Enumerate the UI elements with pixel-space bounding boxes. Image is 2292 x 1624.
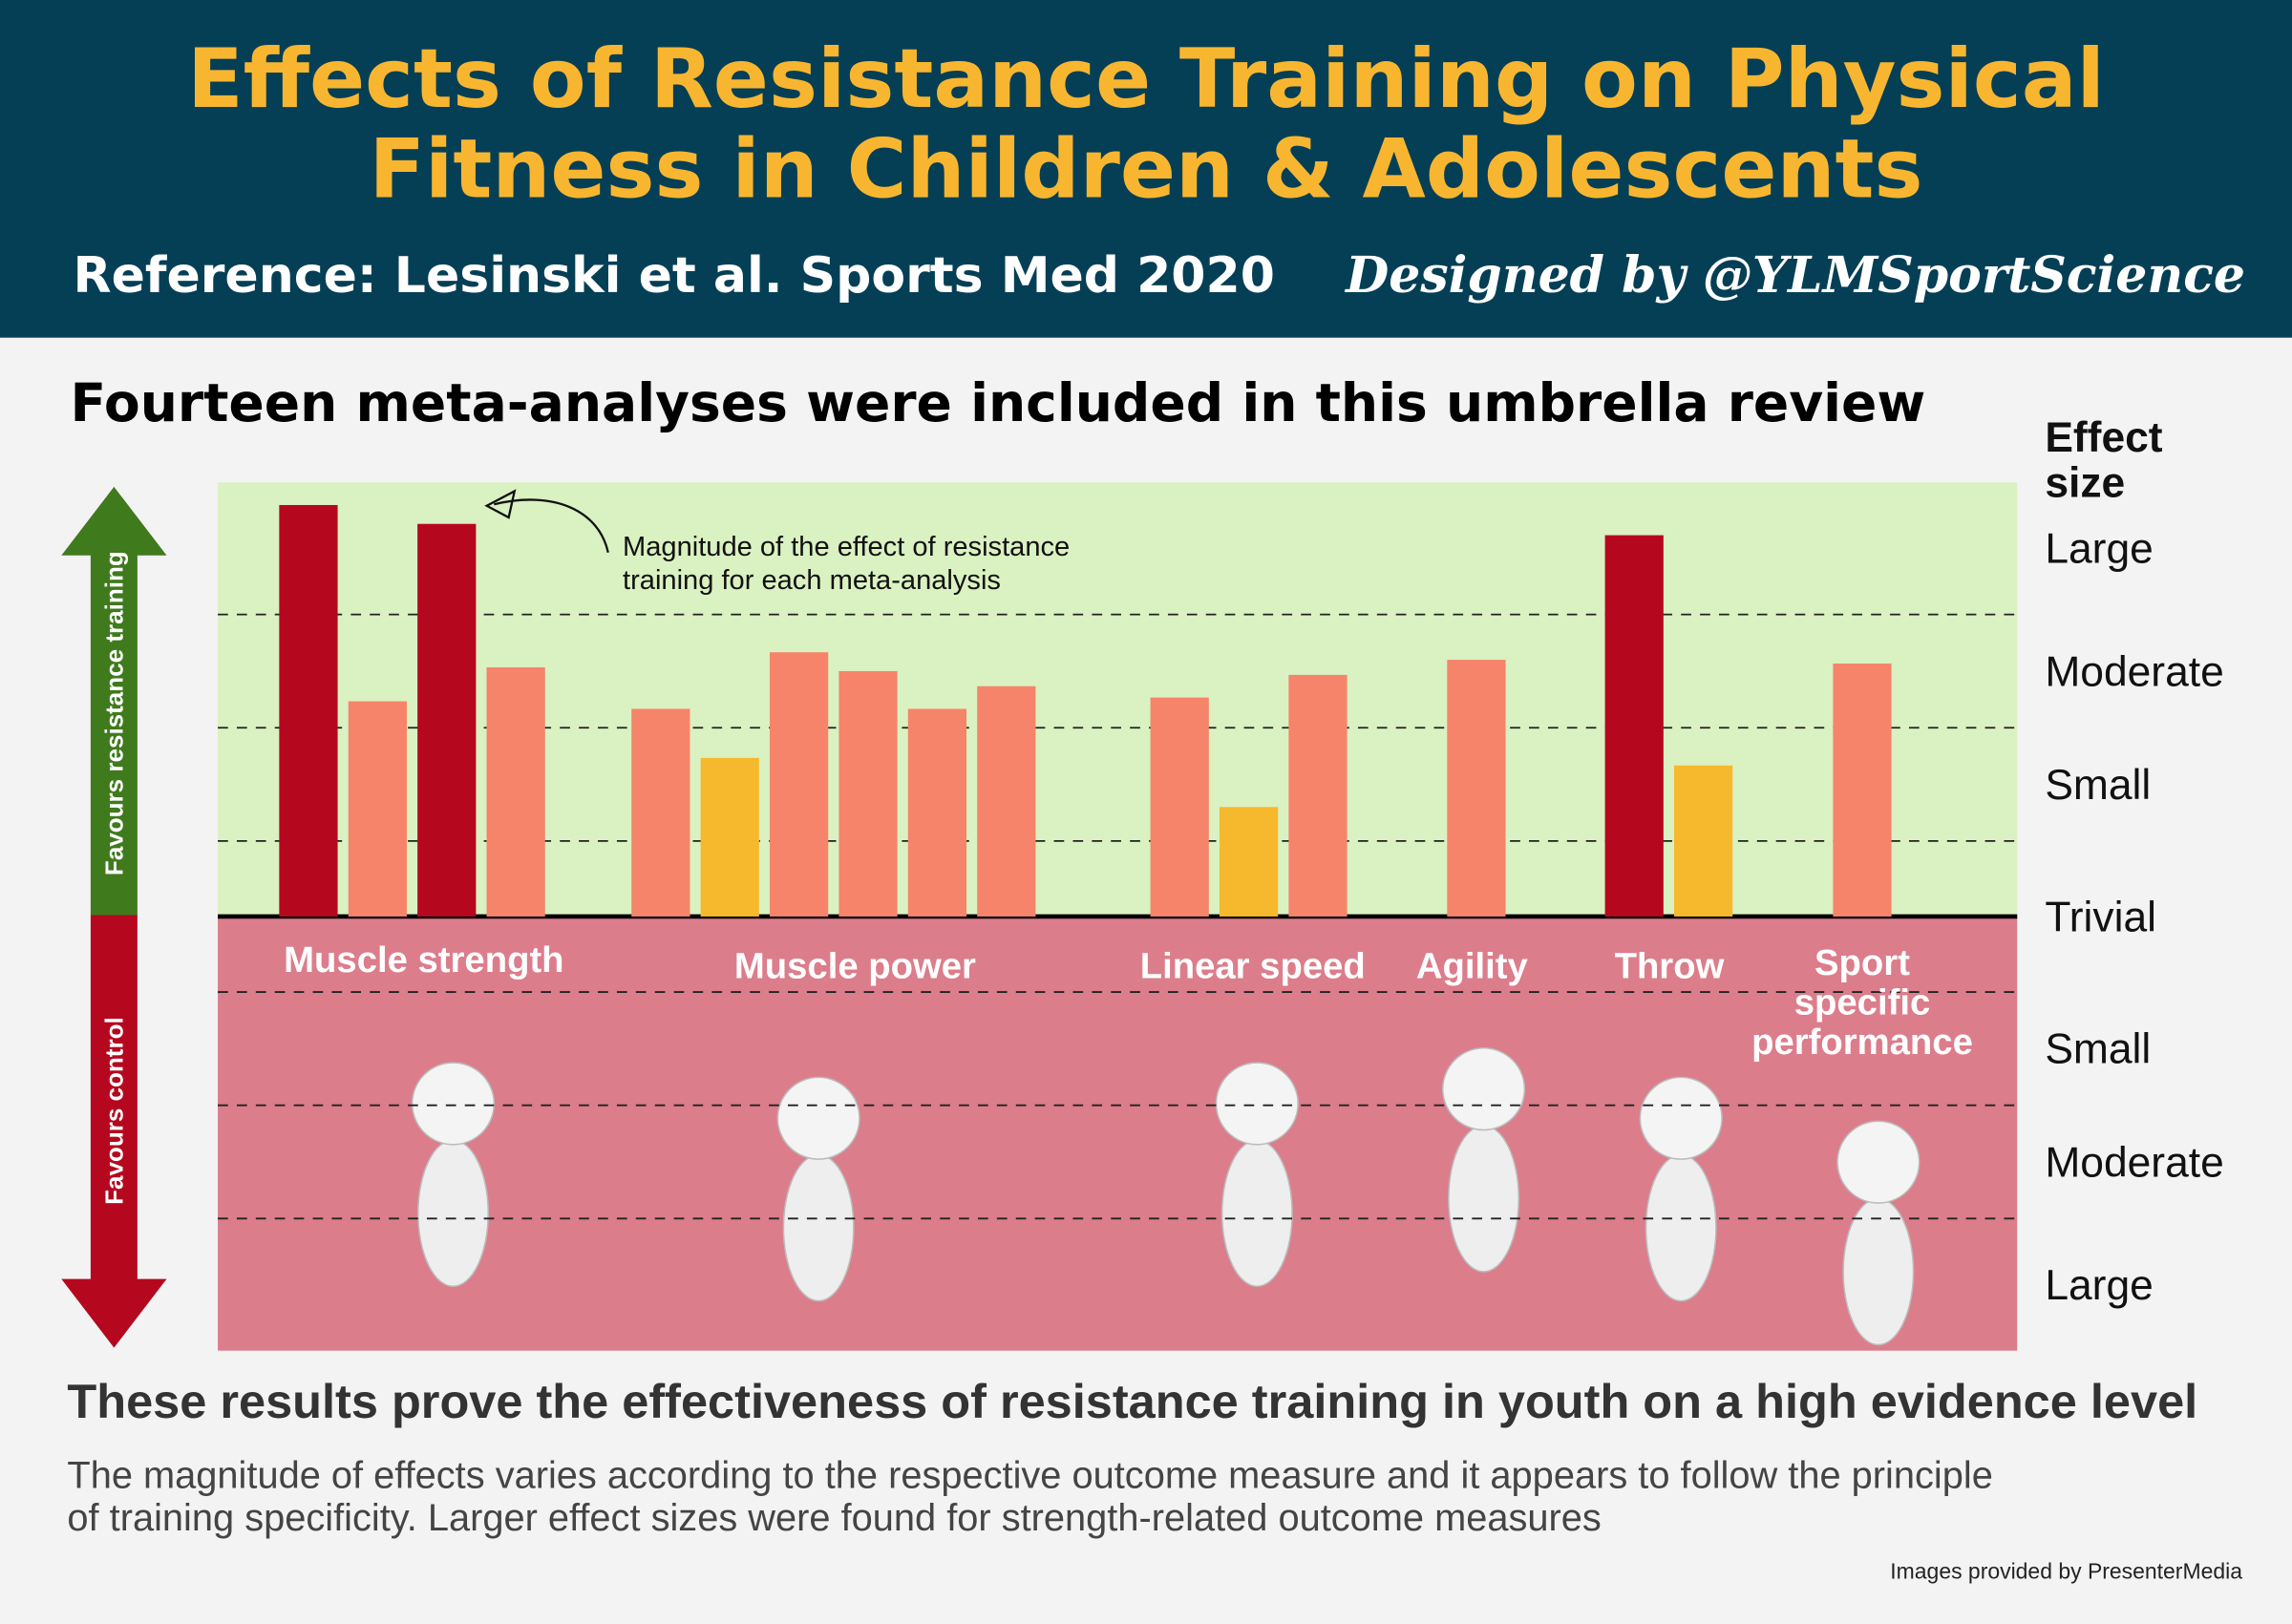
band-label: Moderate [2045,648,2223,695]
figure-head [1836,1120,1921,1204]
header-band [0,0,2292,338]
footer-headline: These results prove the effectiveness of… [67,1374,2197,1428]
side-label: Favours control [100,1017,129,1205]
reference: Reference: Lesinski et al. Sports Med 20… [74,247,1275,305]
arrow-up [61,486,167,916]
bar [1150,697,1209,917]
annotation: training for each meta-analysis [623,565,1001,596]
group-label: Throw [1615,945,1725,986]
bar [1447,660,1506,917]
annotation: Magnitude of the effect of resistance [623,532,1070,562]
figure-head [1215,1062,1299,1146]
group-label: specific [1794,982,1930,1023]
figure-head [1639,1076,1723,1160]
credit: Images provided by PresenterMedia [1890,1559,2242,1584]
bar [770,652,829,917]
bar [1833,664,1892,917]
footer-body: of training specificity. Larger effect s… [67,1497,1601,1539]
bar [838,670,898,917]
bar [348,701,407,917]
figure-body [782,1153,855,1302]
y-axis-title: Effect [2045,414,2162,461]
bar [486,666,545,917]
plot: Large Moderate Small Trivial Small Moderate La… [218,482,2224,1351]
band-label: Large [2045,526,2153,573]
figure-body [1448,1125,1520,1273]
annotation-arrow [494,498,609,553]
figure-body [1645,1153,1717,1302]
bar [1219,807,1279,917]
bar [417,523,477,917]
bar [1674,765,1733,917]
figure-body [1220,1139,1293,1288]
title-line: Effects of Resistance Training on Physic… [187,32,2105,127]
band-label: Small [2045,1026,2151,1073]
bar [977,685,1036,917]
y-axis-title: size [2045,460,2125,507]
title-line: Fitness in Children & Adolescents [370,122,1923,218]
group-label: Agility [1416,945,1529,986]
group-label: Muscle strength [284,939,563,981]
figure-body [1842,1197,1915,1346]
band-label: Moderate [2045,1139,2223,1186]
chart-title: Fourteen meta-analyses were included in … [70,372,1925,433]
group-label: performance [1751,1022,1973,1063]
band-label: Trivial [2045,894,2156,940]
band-label: Large [2045,1262,2153,1309]
group-label: Sport [1814,942,1910,983]
figure-head [1441,1046,1526,1131]
figure-body [416,1139,489,1288]
designer: Designed by @YLMSportScience [1344,246,2245,305]
bar [907,708,967,917]
bar [1604,535,1664,917]
figure-head [776,1076,860,1160]
figure-head [411,1062,496,1146]
group-label: Muscle power [734,945,976,986]
group-label: Linear speed [1140,945,1366,986]
side-label: Favours resistance training [100,551,129,875]
panel-negative [218,916,2018,1351]
annotation-arrowhead [484,489,517,519]
bar [631,708,690,917]
arrow-down [61,915,167,1348]
bar [279,504,338,917]
band-label: Small [2045,762,2151,809]
footer-body: The magnitude of effects varies accordin… [67,1455,1992,1497]
bar [700,757,759,917]
bar [1288,674,1348,917]
